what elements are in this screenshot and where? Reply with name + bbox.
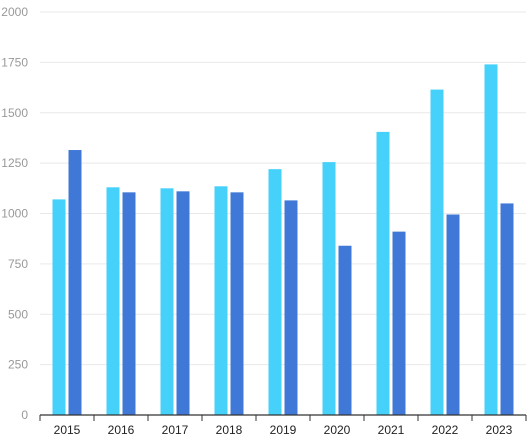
bar (322, 162, 336, 415)
bar (230, 192, 244, 415)
x-tick-label: 2016 (108, 423, 135, 437)
x-axis (39, 414, 527, 421)
bar (446, 214, 460, 415)
bar (430, 89, 444, 415)
x-tick-label: 2022 (432, 423, 459, 437)
x-tick-label: 2019 (270, 423, 297, 437)
bar (214, 186, 228, 415)
y-tick-label: 1750 (1, 55, 28, 69)
bars (52, 64, 514, 415)
y-tick-label: 1250 (1, 156, 28, 170)
bar (392, 231, 406, 415)
bar (268, 169, 282, 415)
bar (338, 245, 352, 415)
y-tick-label: 750 (8, 257, 28, 271)
x-tick-labels: 2015 2016 2017 2018 2019 2020 2021 2022 2023 (54, 423, 513, 437)
bar (52, 199, 66, 415)
x-tick-label: 2021 (378, 423, 405, 437)
x-tick-label: 2017 (162, 423, 189, 437)
bar (160, 188, 174, 415)
bar (122, 192, 136, 415)
x-tick-label: 2018 (216, 423, 243, 437)
bar (484, 64, 498, 415)
bar (284, 200, 298, 415)
y-tick-label: 0 (21, 408, 28, 422)
y-tick-label: 2000 (1, 5, 28, 19)
x-tick-label: 2020 (324, 423, 351, 437)
bar (176, 191, 190, 415)
y-tick-label: 500 (8, 307, 28, 321)
y-tick-label: 1500 (1, 106, 28, 120)
y-tick-labels: 0 250 500 750 1000 1250 1500 1750 2000 (1, 5, 28, 422)
y-tick-label: 250 (8, 358, 28, 372)
x-tick-label: 2015 (54, 423, 81, 437)
bar (68, 150, 82, 415)
x-tick-label: 2023 (486, 423, 513, 437)
gridlines (40, 11, 526, 366)
bar (376, 131, 390, 415)
bar (106, 187, 120, 415)
bar (500, 203, 514, 415)
y-tick-label: 1000 (1, 207, 28, 221)
